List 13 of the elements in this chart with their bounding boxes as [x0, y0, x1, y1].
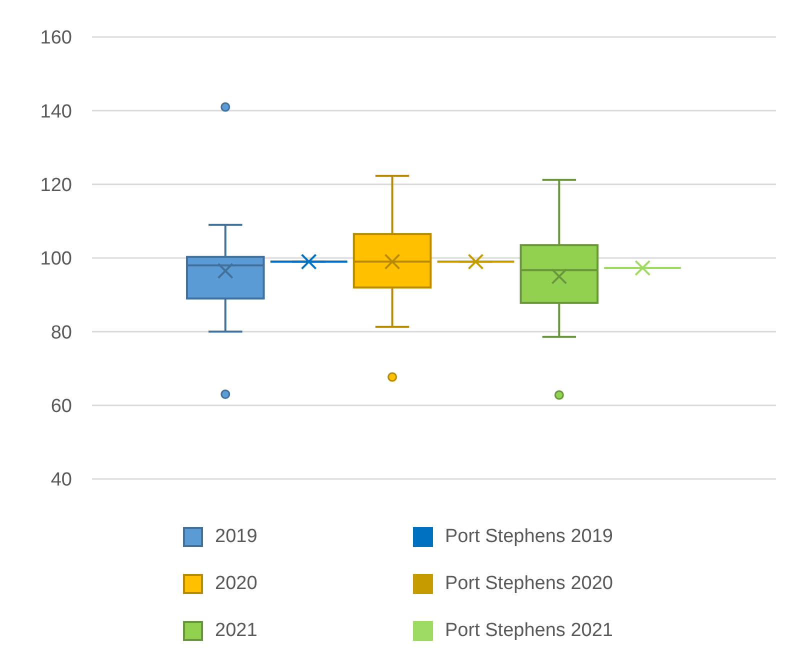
legend-label: 2019 [215, 526, 258, 548]
legend-label: 2021 [215, 620, 258, 642]
y-tick-label: 140 [40, 101, 72, 122]
y-tick-label: 100 [40, 248, 72, 270]
y-tick-label: 120 [40, 175, 72, 196]
y-tick-label: 60 [50, 396, 72, 418]
legend-label: Port Stephens 2021 [445, 620, 613, 642]
legend-label: 2020 [215, 572, 258, 594]
y-tick-label: 80 [50, 322, 72, 344]
legend-label: Port Stephens 2019 [445, 526, 613, 548]
y-tick-label: 160 [40, 28, 72, 49]
legend-label: Port Stephens 2020 [445, 572, 613, 594]
y-tick-label: 40 [50, 470, 72, 491]
